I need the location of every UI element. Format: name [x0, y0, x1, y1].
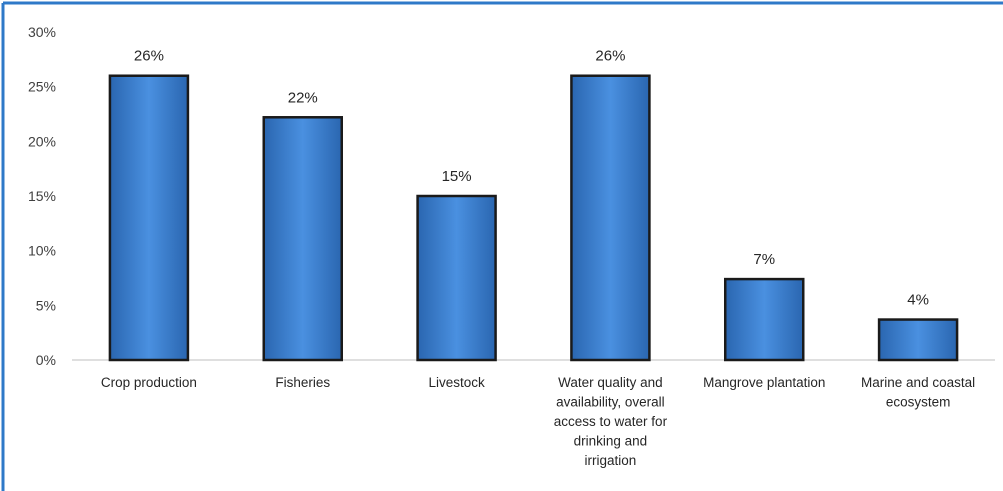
data-label: 15% [442, 168, 472, 185]
y-axis: 0% 5% 10% 15% 20% 25% 30% [28, 24, 56, 368]
bar [724, 277, 805, 362]
data-labels: 26% 22% 15% 26% 7% 4% [134, 48, 929, 309]
y-tick-label: 15% [28, 188, 56, 204]
bar [108, 74, 190, 362]
bar [877, 318, 959, 362]
category-label: Marine and coastal ecosystem [861, 375, 975, 410]
bar [416, 194, 497, 362]
y-tick-label: 20% [28, 133, 56, 149]
category-label: Mangrove plantation [703, 375, 825, 390]
y-tick-label: 25% [28, 79, 56, 95]
category-label: Crop production [101, 375, 197, 390]
y-tick-label: 10% [28, 243, 56, 259]
category-label: Livestock [428, 375, 485, 390]
data-label: 26% [134, 48, 164, 65]
y-tick-label: 30% [28, 24, 56, 40]
category-label: Water quality and availability, overall ac… [554, 375, 668, 468]
data-label: 22% [288, 89, 318, 106]
data-label: 4% [907, 292, 929, 309]
category-labels: Crop production Fisheries Livestock Water q… [101, 375, 975, 468]
y-tick-label: 0% [36, 352, 56, 368]
bars [108, 74, 959, 362]
bar [262, 116, 343, 362]
data-label: 26% [595, 48, 625, 65]
y-tick-label: 5% [36, 297, 56, 313]
bar [570, 74, 651, 362]
data-label: 7% [753, 251, 775, 268]
category-label: Fisheries [275, 375, 330, 390]
